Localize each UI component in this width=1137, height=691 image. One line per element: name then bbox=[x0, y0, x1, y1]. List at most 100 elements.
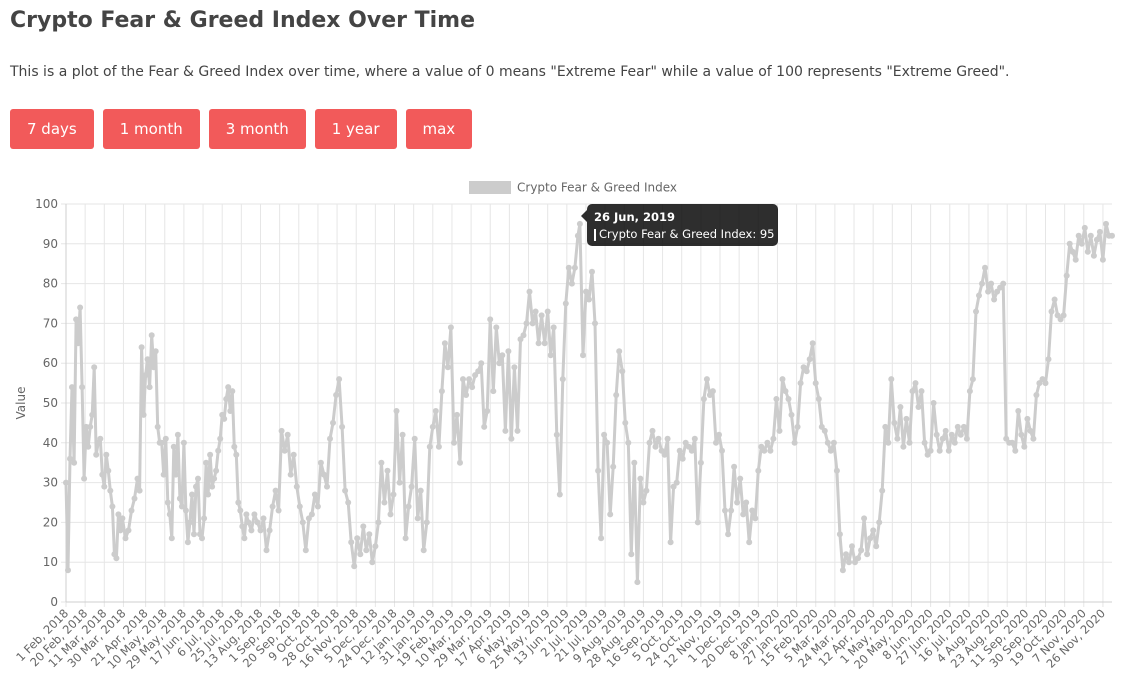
data-point bbox=[945, 447, 952, 454]
data-point bbox=[266, 527, 273, 534]
data-point bbox=[973, 308, 979, 315]
range-max-button[interactable]: max bbox=[405, 109, 473, 149]
data-point bbox=[794, 423, 801, 430]
data-point bbox=[979, 280, 985, 287]
data-point bbox=[239, 523, 246, 530]
data-point bbox=[592, 320, 598, 327]
data-point bbox=[432, 408, 439, 414]
data-point bbox=[722, 507, 728, 514]
chart-legend[interactable]: Crypto Fear & Greed Index bbox=[469, 181, 677, 195]
data-point bbox=[223, 396, 230, 402]
data-point bbox=[966, 388, 973, 395]
data-point bbox=[317, 459, 324, 466]
data-point bbox=[290, 451, 297, 458]
data-point bbox=[960, 423, 967, 430]
data-point bbox=[770, 435, 777, 442]
data-point bbox=[405, 503, 412, 510]
data-point bbox=[882, 423, 889, 430]
data-point bbox=[815, 396, 822, 402]
data-point bbox=[616, 348, 623, 355]
data-point bbox=[716, 431, 722, 438]
data-point bbox=[178, 503, 185, 510]
data-point bbox=[576, 220, 583, 227]
data-point bbox=[221, 415, 228, 422]
data-point bbox=[1109, 232, 1115, 239]
data-point bbox=[387, 511, 394, 518]
data-point bbox=[933, 431, 940, 438]
data-point bbox=[930, 400, 937, 406]
data-point bbox=[113, 555, 120, 562]
data-point bbox=[1015, 408, 1022, 414]
data-point bbox=[201, 515, 208, 522]
data-point bbox=[215, 447, 222, 454]
range-7-days-button[interactable]: 7 days bbox=[10, 109, 94, 149]
data-point bbox=[122, 535, 129, 542]
data-point bbox=[553, 431, 560, 438]
data-point bbox=[342, 487, 349, 494]
data-point bbox=[785, 396, 792, 402]
data-point bbox=[393, 408, 400, 414]
data-point bbox=[402, 535, 409, 542]
data-point bbox=[1069, 248, 1076, 255]
data-point bbox=[333, 392, 340, 398]
data-point bbox=[725, 531, 732, 538]
data-point bbox=[954, 423, 961, 430]
range-1-month-button[interactable]: 1 month bbox=[102, 109, 200, 149]
data-point bbox=[372, 543, 379, 550]
data-point bbox=[463, 392, 470, 398]
data-point bbox=[571, 264, 578, 271]
y-tick-label: 60 bbox=[43, 356, 58, 370]
data-point bbox=[1018, 431, 1025, 438]
data-point bbox=[676, 447, 683, 454]
data-point bbox=[1051, 296, 1058, 303]
data-point bbox=[942, 427, 949, 434]
data-point bbox=[502, 427, 509, 434]
data-point bbox=[435, 443, 442, 450]
data-point bbox=[806, 356, 813, 363]
data-point bbox=[755, 467, 762, 474]
data-point bbox=[855, 555, 862, 562]
data-point bbox=[93, 451, 100, 458]
data-point bbox=[776, 427, 783, 434]
data-point bbox=[976, 292, 982, 299]
tooltip-label: Crypto Fear & Greed Index: 95 bbox=[599, 227, 775, 241]
data-point bbox=[909, 388, 916, 395]
range-3-month-button[interactable]: 3 month bbox=[208, 109, 306, 149]
data-point bbox=[237, 507, 244, 514]
data-point bbox=[77, 304, 84, 311]
data-point bbox=[134, 475, 141, 482]
data-point bbox=[709, 388, 716, 395]
data-point bbox=[174, 431, 181, 438]
data-point bbox=[888, 376, 895, 383]
data-point bbox=[441, 340, 448, 347]
data-point bbox=[867, 535, 874, 542]
data-point bbox=[284, 431, 291, 438]
data-point bbox=[697, 459, 704, 466]
data-point bbox=[243, 511, 250, 518]
data-point bbox=[541, 340, 548, 347]
data-point bbox=[314, 503, 321, 510]
data-point bbox=[529, 320, 536, 327]
data-point bbox=[390, 491, 397, 498]
data-point bbox=[1030, 435, 1037, 442]
chart-container[interactable]: Crypto Fear & Greed Index Value 0 10 20 30 4… bbox=[0, 170, 1137, 687]
data-point bbox=[679, 455, 686, 462]
data-point bbox=[170, 443, 177, 450]
data-point bbox=[761, 447, 768, 454]
data-point bbox=[172, 471, 179, 478]
tooltip-title: 26 Jun, 2019 bbox=[594, 210, 676, 224]
fear-greed-chart[interactable]: Crypto Fear & Greed Index Value 0 10 20 30 4… bbox=[0, 170, 1137, 687]
data-point bbox=[568, 280, 575, 287]
data-point bbox=[891, 419, 898, 426]
data-point bbox=[152, 348, 159, 355]
legend-label: Crypto Fear & Greed Index bbox=[517, 181, 677, 195]
data-point bbox=[849, 543, 855, 550]
data-point bbox=[414, 515, 421, 522]
data-point bbox=[767, 447, 774, 454]
data-point bbox=[357, 551, 364, 558]
range-1-year-button[interactable]: 1 year bbox=[314, 109, 397, 149]
data-point bbox=[245, 519, 252, 526]
data-point bbox=[951, 439, 958, 446]
data-point bbox=[162, 435, 169, 442]
data-point bbox=[248, 527, 255, 534]
